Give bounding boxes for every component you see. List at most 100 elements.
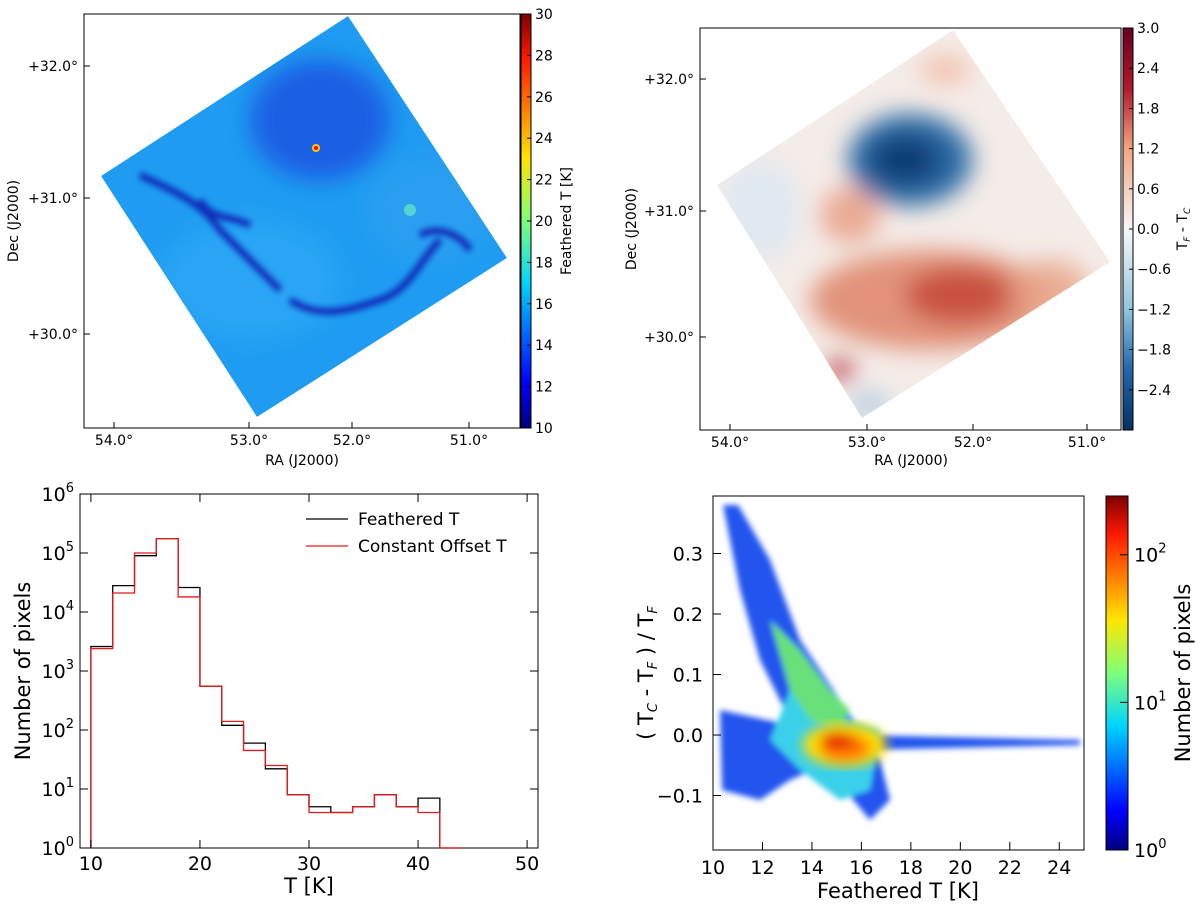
p1-x-tick-label: 51.0° bbox=[450, 433, 488, 449]
p3-y-tick-label: 104 bbox=[42, 599, 74, 624]
p2-y-tick-label: +31.0° bbox=[644, 204, 694, 220]
p3-y-tick-label: 100 bbox=[42, 835, 74, 860]
p4-cbar-tick-label: 101 bbox=[1134, 689, 1166, 714]
p4-x-tick-label: 18 bbox=[899, 857, 923, 879]
p4-y-tick-label: 0.3 bbox=[673, 543, 703, 565]
p3-y-tick-label: 102 bbox=[42, 717, 74, 742]
p3-x-tick-label: 10 bbox=[79, 853, 103, 875]
p2-cbar-tick-label: −1.8 bbox=[1137, 343, 1171, 359]
p3-y-tick-label: 101 bbox=[42, 776, 74, 801]
p3-y-tick-base: 10 bbox=[42, 838, 66, 860]
p4-x-tick-label: 12 bbox=[750, 857, 774, 879]
p2-cbar-tick-label: 0.6 bbox=[1137, 182, 1159, 198]
p4-cbar-tick-base: 10 bbox=[1134, 545, 1158, 567]
p4-cbar-tick-exp: 2 bbox=[1158, 542, 1166, 557]
p3-x-tick-label: 50 bbox=[515, 853, 539, 875]
p3-y-tick-exp: 6 bbox=[66, 481, 74, 496]
p4-x-tick-label: 16 bbox=[849, 857, 873, 879]
p3-y-label: Number of pixels bbox=[11, 582, 35, 761]
p1-x-tick-label: 54.0° bbox=[95, 433, 133, 449]
panel-feathered-t-map: RA (J2000) Dec (J2000) Feathered T [K] bbox=[6, 13, 575, 469]
p4-y-tick-label: 0.0 bbox=[673, 725, 703, 747]
p3-legend: Feathered T Constant Offset T bbox=[306, 510, 507, 557]
p1-cbar-tick-label: 18 bbox=[535, 255, 553, 271]
p3-y-tick-exp: 3 bbox=[66, 658, 74, 673]
p1-cbar-tick-label: 22 bbox=[535, 173, 553, 189]
p4-x-tick-label: 24 bbox=[1047, 857, 1071, 879]
p2-x-tick-label: 54.0° bbox=[711, 435, 749, 451]
p1-x-tick-label: 53.0° bbox=[230, 433, 268, 449]
p3-y-tick-exp: 5 bbox=[66, 540, 74, 555]
p1-cbar-tick-label: 28 bbox=[535, 48, 553, 64]
legend-label-feathered: Feathered T bbox=[358, 510, 460, 530]
p2-cbar-tick-label: 2.4 bbox=[1137, 61, 1159, 77]
p4-x-tick-label: 20 bbox=[948, 857, 972, 879]
p3-y-tick-exp: 0 bbox=[66, 835, 74, 850]
p1-cbar-tick-label: 26 bbox=[535, 90, 553, 106]
p1-y-tick-label: +30.0° bbox=[28, 327, 78, 343]
p2-x-tick-label: 51.0° bbox=[1068, 435, 1106, 451]
p4-cbar-tick-exp: 0 bbox=[1158, 837, 1166, 852]
histogram-series-constant-offset bbox=[90, 538, 462, 849]
p2-x-tick-label: 52.0° bbox=[954, 435, 992, 451]
p3-y-tick-label: 105 bbox=[42, 540, 74, 565]
p2-cbar-tick-label: −0.6 bbox=[1137, 262, 1171, 278]
panel-2d-histogram: 10 12 14 16 18 20 22 24−0.10.00.10.20.3 Feather… bbox=[634, 495, 1195, 903]
p1-cbar-tick-label: 30 bbox=[535, 7, 553, 23]
p3-x-tick-label: 40 bbox=[406, 853, 430, 875]
p2-y-tick-label: +30.0° bbox=[644, 330, 694, 346]
p3-y-tick-exp: 1 bbox=[66, 776, 74, 791]
p4-cbar-tick-exp: 1 bbox=[1158, 689, 1166, 704]
p4-x-tick-label: 10 bbox=[701, 857, 725, 879]
p1-cbar-tick-label: 10 bbox=[535, 421, 553, 437]
p4-y-tick-label: −0.1 bbox=[657, 786, 703, 808]
p3-y-tick-base: 10 bbox=[42, 484, 66, 506]
p3-y-tick-base: 10 bbox=[42, 720, 66, 742]
p1-x-label: RA (J2000) bbox=[265, 453, 339, 469]
p1-cbar-tick-label: 20 bbox=[535, 214, 553, 230]
p4-colorbar bbox=[1105, 495, 1129, 851]
legend-label-constant: Constant Offset T bbox=[358, 537, 507, 557]
p3-y-tick-base: 10 bbox=[42, 661, 66, 683]
p4-ticks: 10 12 14 16 18 20 22 24 −0.1 0.0 0.1 0.2 0.3 bbox=[657, 543, 1072, 879]
p2-cbar-tick-label: −1.2 bbox=[1137, 302, 1171, 318]
p1-y-label: Dec (J2000) bbox=[6, 180, 22, 262]
p3-y-tick-base: 10 bbox=[42, 602, 66, 624]
p4-cbar-tick-label: 100 bbox=[1134, 837, 1166, 862]
p4-y-label: ( TC - TF ) / TF bbox=[634, 606, 661, 740]
p3-series-layer bbox=[90, 538, 462, 849]
density-core bbox=[803, 723, 887, 767]
p3-y-tick-exp: 2 bbox=[66, 717, 74, 732]
p1-cbar-tick-label: 16 bbox=[535, 297, 553, 313]
p1-cbar-tick-label: 12 bbox=[535, 380, 553, 396]
p4-x-label: Feathered T [K] bbox=[817, 879, 979, 903]
p3-x-tick-label: 30 bbox=[297, 853, 321, 875]
p2-y-tick-label: +32.0° bbox=[644, 72, 694, 88]
p2-y-label: Dec (J2000) bbox=[624, 188, 640, 270]
p4-cbar-tick-base: 10 bbox=[1134, 840, 1158, 862]
p4-cbar-tick-base: 10 bbox=[1134, 692, 1158, 714]
p1-cbar-tick-label: 14 bbox=[535, 338, 553, 354]
difference-image bbox=[717, 30, 1110, 418]
p1-colorbar-label: Feathered T [K] bbox=[559, 167, 575, 275]
p3-y-tick-exp: 4 bbox=[66, 599, 74, 614]
tick-layer: 54.0° 53.0° 52.0° 51.0° +32.0° +31.0° +30.0° 10… bbox=[28, 7, 1171, 451]
p3-y-tick-base: 10 bbox=[42, 779, 66, 801]
p1-x-tick-label: 52.0° bbox=[333, 433, 371, 449]
p1-y-tick-label: +31.0° bbox=[28, 191, 78, 207]
p2-cbar-tick-label: 0.0 bbox=[1137, 222, 1159, 238]
p4-colorbar-label: Number of pixels bbox=[1171, 584, 1195, 763]
p4-cbar-tick-label: 102 bbox=[1134, 542, 1166, 567]
p4-x-tick-label: 22 bbox=[998, 857, 1022, 879]
p3-x-tick-label: 20 bbox=[188, 853, 212, 875]
p2-cbar-tick-label: −2.4 bbox=[1137, 383, 1171, 399]
p3-y-tick-base: 10 bbox=[42, 543, 66, 565]
p4-y-tick-label: 0.2 bbox=[673, 604, 703, 626]
p2-colorbar-label: TF - TC bbox=[1175, 207, 1193, 251]
panel-difference-map: RA (J2000) Dec (J2000) TF - TC bbox=[624, 27, 1193, 469]
p2-cbar-tick-label: 1.2 bbox=[1137, 142, 1159, 158]
